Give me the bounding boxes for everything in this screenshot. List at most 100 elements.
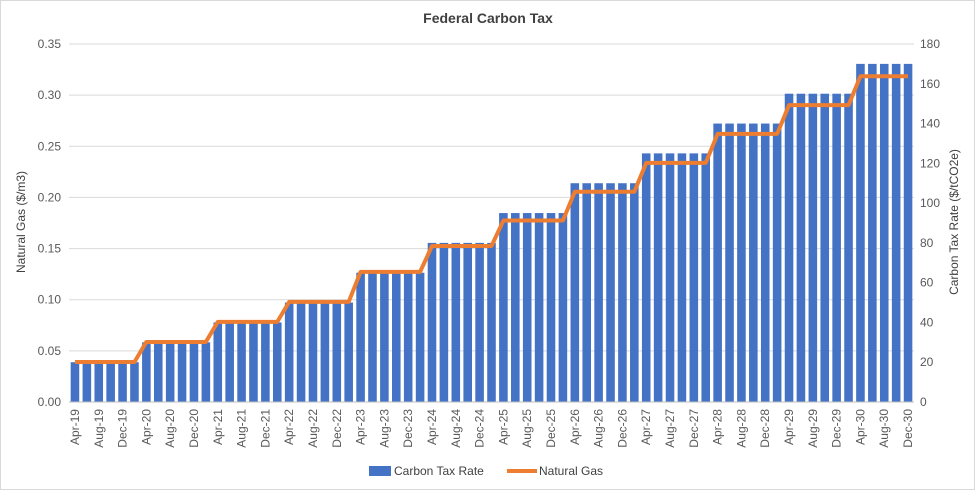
x-tick-label: Apr-27 xyxy=(639,409,653,445)
bar xyxy=(808,93,818,402)
legend-label-natural-gas: Natural Gas xyxy=(539,464,603,478)
bar xyxy=(606,183,615,402)
bar xyxy=(308,302,318,402)
x-tick-label: Dec-28 xyxy=(758,409,772,448)
bar xyxy=(439,242,449,402)
y-right-title: Carbon Tax Rate ($/tCO2e) xyxy=(947,149,961,295)
bar xyxy=(558,213,568,402)
bar xyxy=(677,153,687,402)
bar xyxy=(582,183,591,402)
bar xyxy=(737,123,746,403)
legend-swatch-carbon-tax xyxy=(369,466,391,476)
bar xyxy=(213,322,223,402)
bar xyxy=(237,322,246,402)
bar xyxy=(868,63,877,403)
bar xyxy=(94,362,104,402)
y-axis-right: 0 20 40 60 80 100 120 140 160 180 xyxy=(920,37,940,409)
x-tick-label: Aug-26 xyxy=(592,409,606,448)
x-tick-label: Aug-24 xyxy=(449,409,463,448)
bar xyxy=(392,272,401,402)
y-left-tick-label: 0.10 xyxy=(38,293,62,307)
bar xyxy=(701,153,711,402)
y-right-tick-label: 20 xyxy=(920,355,934,369)
x-tick-label: Aug-21 xyxy=(235,409,249,448)
x-tick-label: Dec-26 xyxy=(615,409,629,448)
y-left-tick-label: 0.30 xyxy=(38,88,62,102)
y-right-tick-label: 0 xyxy=(920,395,927,409)
bar xyxy=(630,183,639,402)
bar xyxy=(879,63,889,403)
x-tick-label: Dec-24 xyxy=(473,409,487,448)
x-tick-label: Apr-25 xyxy=(496,409,510,445)
x-tick-label: Aug-19 xyxy=(92,409,106,448)
bar xyxy=(534,213,544,402)
x-tick-label: Dec-19 xyxy=(116,409,130,448)
bar xyxy=(380,272,389,402)
bar xyxy=(296,302,306,402)
chart-title: Federal Carbon Tax xyxy=(423,10,553,26)
legend: Carbon Tax Rate Natural Gas xyxy=(369,464,603,478)
legend-label-carbon-tax: Carbon Tax Rate xyxy=(394,464,484,478)
bar xyxy=(903,63,913,403)
y-left-tick-label: 0.20 xyxy=(38,190,62,204)
bar xyxy=(641,153,651,402)
y-right-tick-label: 180 xyxy=(920,37,940,51)
bar xyxy=(665,153,675,402)
natural-gas-line xyxy=(74,74,909,365)
y-right-tick-label: 80 xyxy=(920,236,934,250)
bar xyxy=(261,322,270,402)
bar xyxy=(784,93,794,402)
x-tick-label: Apr-29 xyxy=(782,409,796,445)
x-tick-label: Apr-30 xyxy=(853,409,867,445)
bar xyxy=(570,183,580,402)
x-tick-label: Aug-28 xyxy=(734,409,748,448)
x-tick-label: Apr-26 xyxy=(568,409,582,445)
bar xyxy=(713,123,722,403)
x-tick-label: Aug-25 xyxy=(520,409,534,448)
y-left-tick-label: 0.35 xyxy=(38,37,62,51)
y-right-tick-label: 160 xyxy=(920,77,940,91)
bar xyxy=(451,242,461,402)
y-left-title: Natural Gas ($/m3) xyxy=(14,171,28,273)
bar xyxy=(475,242,484,402)
x-tick-label: Aug-22 xyxy=(306,409,320,448)
x-tick-label: Apr-21 xyxy=(211,409,225,445)
bar xyxy=(594,183,603,402)
bar xyxy=(320,302,330,402)
x-tick-label: Apr-22 xyxy=(282,409,296,445)
y-right-tick-label: 120 xyxy=(920,156,940,170)
x-tick-label: Apr-24 xyxy=(425,409,439,445)
bar xyxy=(189,342,199,402)
y-left-tick-label: 0.25 xyxy=(38,139,62,153)
bar xyxy=(725,123,734,403)
bar xyxy=(356,272,365,402)
bar xyxy=(653,153,663,402)
x-tick-label: Apr-28 xyxy=(711,409,725,445)
x-tick-label: Dec-29 xyxy=(830,409,844,448)
x-axis: Apr-19 Aug-19 Dec-19 Apr-20 Aug-20 Dec-20 Apr-… xyxy=(68,401,915,448)
y-right-tick-label: 40 xyxy=(920,315,934,329)
bar xyxy=(522,213,532,402)
bar xyxy=(130,362,139,402)
bar xyxy=(70,362,80,402)
bar xyxy=(177,342,187,402)
bar xyxy=(249,322,258,402)
bar xyxy=(546,213,556,402)
bar xyxy=(368,272,377,402)
x-tick-label: Dec-21 xyxy=(258,409,272,448)
x-tick-label: Dec-20 xyxy=(187,409,201,448)
y-right-tick-label: 100 xyxy=(920,196,940,210)
bar xyxy=(153,342,163,402)
bar xyxy=(142,342,151,402)
bar xyxy=(201,342,211,402)
x-tick-label: Aug-29 xyxy=(806,409,820,448)
x-tick-label: Dec-25 xyxy=(544,409,558,448)
bar xyxy=(487,242,496,402)
bar xyxy=(82,362,92,402)
bar xyxy=(284,302,294,402)
x-tick-label: Dec-30 xyxy=(901,409,915,448)
y-left-tick-label: 0.15 xyxy=(38,242,62,256)
bar xyxy=(225,322,234,402)
